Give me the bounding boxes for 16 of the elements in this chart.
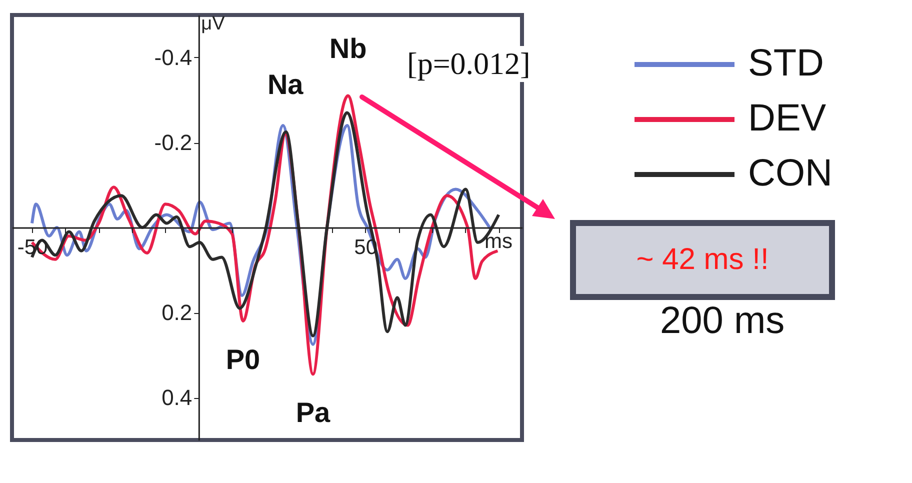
y-tick-label: -0.2: [154, 130, 192, 155]
y-axis-title: μV: [201, 14, 226, 34]
y-tick-label: 0.4: [162, 385, 192, 410]
legend-label: DEV: [748, 98, 827, 140]
legend-label: CON: [748, 152, 832, 194]
annotation: Pa: [296, 397, 331, 428]
x-axis-title: ms: [484, 230, 512, 253]
text: ~ 42 ms !!: [570, 220, 835, 300]
annotation: [p=0.012]: [405, 46, 532, 82]
text: 200 ms: [660, 300, 785, 343]
y-tick-label: -0.4: [154, 45, 192, 70]
legend-label: STD: [748, 42, 824, 84]
annotation: Nb: [329, 32, 367, 64]
annotation: Na: [267, 68, 304, 100]
annotation: P0: [226, 344, 260, 375]
y-tick-label: 0.2: [162, 300, 192, 325]
